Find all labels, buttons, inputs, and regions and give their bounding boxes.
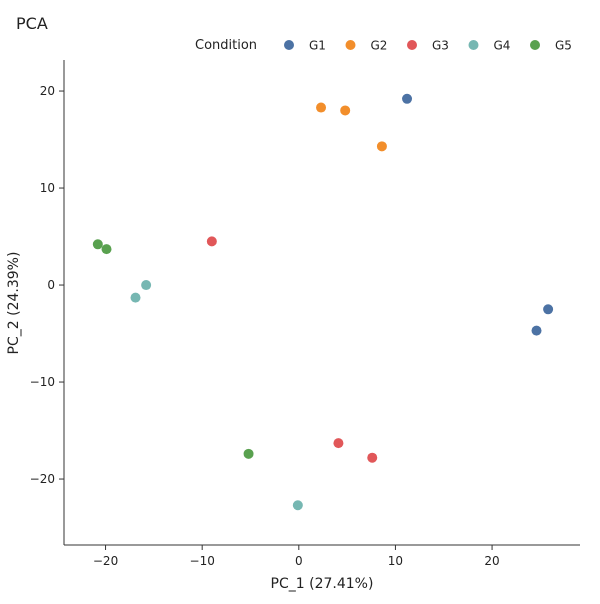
y-tick-label: 0 <box>47 278 55 292</box>
point-g4-1[interactable] <box>141 280 152 291</box>
x-tick-label: −10 <box>190 554 215 568</box>
point-g1-1[interactable] <box>402 93 413 104</box>
legend-label-g2[interactable]: G2 <box>371 39 388 53</box>
point-g3-3[interactable] <box>367 452 378 463</box>
point-g1-2[interactable] <box>543 304 554 315</box>
legend-title: Condition <box>195 38 257 53</box>
legend-marker-g5[interactable] <box>530 40 540 50</box>
legend-label-g1[interactable]: G1 <box>309 39 326 53</box>
y-tick-label: −20 <box>30 472 55 486</box>
point-g2-1[interactable] <box>316 102 327 113</box>
y-tick-label: 10 <box>40 181 55 195</box>
point-g5-3[interactable] <box>243 448 254 459</box>
point-g3-2[interactable] <box>333 438 344 449</box>
legend-label-g4[interactable]: G4 <box>494 39 511 53</box>
y-axis-ticks: 20 10 0 −10 −20 <box>30 84 64 486</box>
legend-marker-g4[interactable] <box>468 40 479 50</box>
point-g2-2[interactable] <box>340 105 351 116</box>
legend-marker-g3[interactable] <box>407 40 417 50</box>
point-g1-3[interactable] <box>531 325 542 336</box>
x-axis-ticks: −20 −10 0 10 20 <box>93 545 500 568</box>
data-points <box>92 93 554 511</box>
legend-label-g5[interactable]: G5 <box>555 39 572 53</box>
y-tick-label: −10 <box>30 375 55 389</box>
legend: Condition G1 G2 G3 G4 G5 <box>195 38 572 53</box>
x-tick-label: 0 <box>295 554 303 568</box>
x-tick-label: −20 <box>93 554 118 568</box>
point-g4-2[interactable] <box>130 292 141 303</box>
x-tick-label: 20 <box>484 554 499 568</box>
y-axis-label: PC_2 (24.39%) <box>6 252 22 355</box>
x-axis-label: PC_1 (27.41%) <box>271 576 374 592</box>
y-tick-label: 20 <box>40 84 55 98</box>
point-g4-3[interactable] <box>292 500 303 511</box>
x-tick-label: 10 <box>388 554 403 568</box>
point-g5-1[interactable] <box>92 239 103 250</box>
chart-title: PCA <box>16 14 48 33</box>
legend-marker-g2[interactable] <box>345 40 356 50</box>
legend-marker-g1[interactable] <box>284 40 294 50</box>
point-g5-2[interactable] <box>101 244 112 255</box>
point-g2-3[interactable] <box>376 141 387 152</box>
point-g3-1[interactable] <box>206 236 217 247</box>
legend-label-g3[interactable]: G3 <box>432 39 449 53</box>
